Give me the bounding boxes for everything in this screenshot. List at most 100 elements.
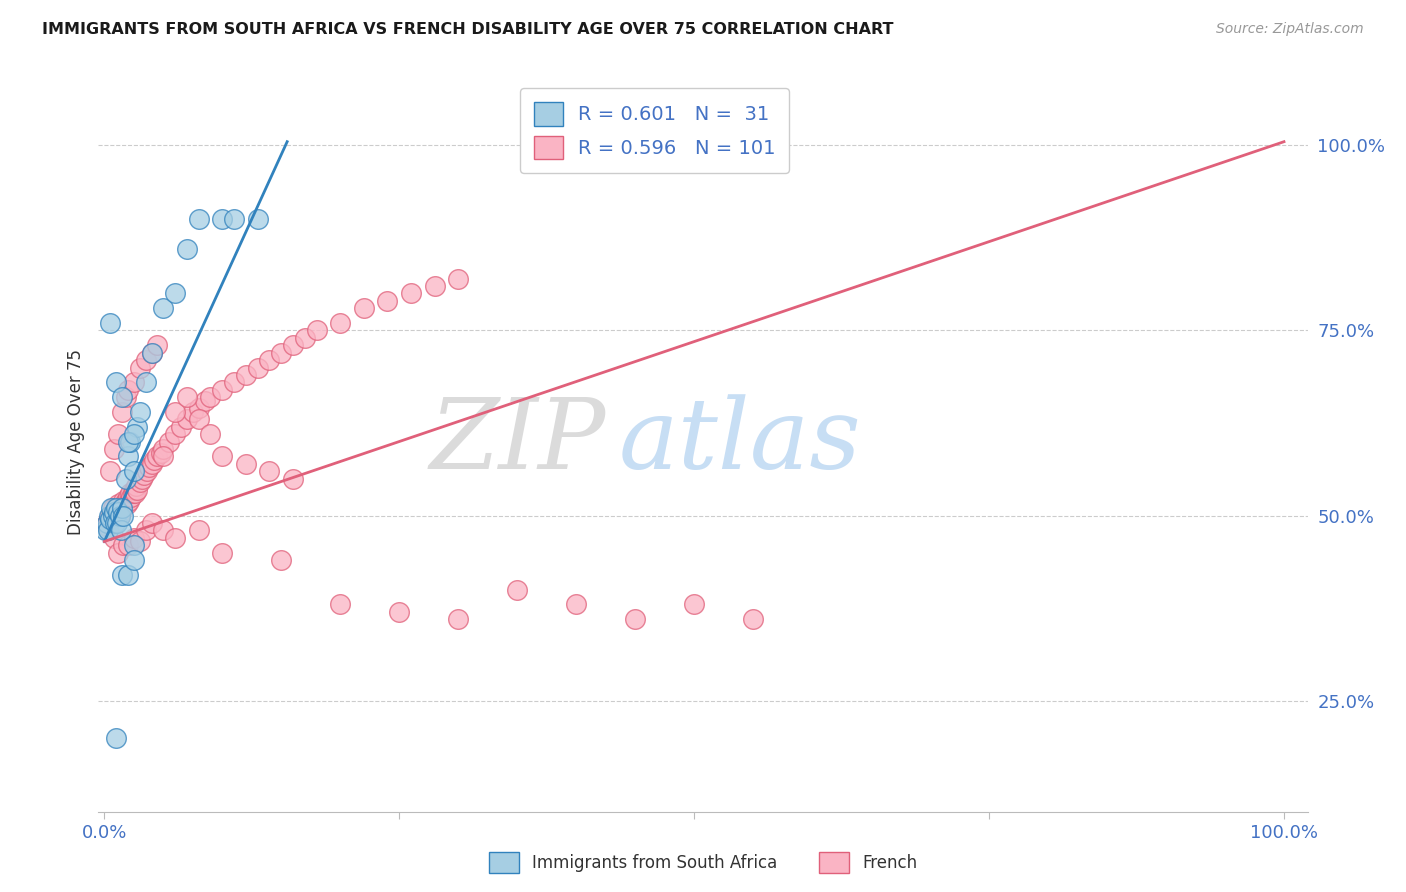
Point — [101, 508, 124, 523]
Point — [235, 457, 257, 471]
Legend: R = 0.601   N =  31, R = 0.596   N = 101: R = 0.601 N = 31, R = 0.596 N = 101 — [520, 88, 789, 173]
Point — [176, 390, 198, 404]
Point — [222, 376, 245, 390]
Point — [246, 360, 269, 375]
Point — [146, 338, 169, 352]
Point — [97, 519, 120, 533]
Point — [100, 508, 122, 523]
Point — [111, 405, 134, 419]
Point — [122, 553, 145, 567]
Point — [122, 464, 145, 478]
Point — [125, 479, 148, 493]
Point — [103, 505, 125, 519]
Point — [165, 531, 187, 545]
Point — [211, 450, 233, 464]
Point — [135, 376, 157, 390]
Point — [107, 505, 129, 519]
Point — [117, 434, 139, 449]
Point — [222, 212, 245, 227]
Point — [105, 516, 128, 530]
Point — [105, 501, 128, 516]
Point — [131, 471, 153, 485]
Point — [152, 442, 174, 456]
Point — [134, 467, 156, 482]
Point — [149, 445, 172, 459]
Text: IMMIGRANTS FROM SOUTH AFRICA VS FRENCH DISABILITY AGE OVER 75 CORRELATION CHART: IMMIGRANTS FROM SOUTH AFRICA VS FRENCH D… — [42, 22, 894, 37]
Point — [107, 498, 129, 512]
Point — [176, 412, 198, 426]
Point — [135, 464, 157, 478]
Point — [98, 464, 121, 478]
Point — [353, 301, 375, 316]
Point — [128, 534, 150, 549]
Point — [103, 531, 125, 545]
Point — [105, 505, 128, 519]
Point — [100, 501, 122, 516]
Point — [194, 393, 217, 408]
Point — [117, 383, 139, 397]
Point — [235, 368, 257, 382]
Point — [120, 490, 142, 504]
Point — [120, 434, 142, 449]
Point — [565, 598, 588, 612]
Point — [165, 405, 187, 419]
Point — [96, 516, 118, 530]
Point — [423, 279, 446, 293]
Point — [377, 293, 399, 308]
Point — [105, 501, 128, 516]
Text: ZIP: ZIP — [430, 394, 606, 489]
Point — [104, 508, 127, 523]
Point — [128, 475, 150, 490]
Point — [187, 412, 209, 426]
Point — [124, 486, 146, 500]
Point — [141, 457, 163, 471]
Point — [683, 598, 706, 612]
Point — [122, 376, 145, 390]
Point — [447, 271, 470, 285]
Point — [117, 450, 139, 464]
Point — [388, 605, 411, 619]
Point — [127, 419, 149, 434]
Text: atlas: atlas — [619, 394, 860, 489]
Point — [128, 360, 150, 375]
Point — [98, 512, 121, 526]
Point — [176, 242, 198, 256]
Point — [624, 612, 647, 626]
Point — [181, 405, 204, 419]
Point — [105, 376, 128, 390]
Point — [111, 390, 134, 404]
Point — [120, 486, 142, 500]
Point — [200, 390, 222, 404]
Point — [114, 471, 136, 485]
Y-axis label: Disability Age Over 75: Disability Age Over 75 — [66, 349, 84, 534]
Point — [122, 531, 145, 545]
Point — [107, 427, 129, 442]
Point — [165, 286, 187, 301]
Point — [117, 567, 139, 582]
Point — [141, 345, 163, 359]
Point — [259, 353, 281, 368]
Point — [447, 612, 470, 626]
Point — [127, 483, 149, 497]
Point — [104, 516, 127, 530]
Point — [211, 545, 233, 560]
Text: Source: ZipAtlas.com: Source: ZipAtlas.com — [1216, 22, 1364, 37]
Point — [187, 212, 209, 227]
Point — [96, 516, 118, 530]
Point — [112, 493, 135, 508]
Point — [187, 401, 209, 416]
Point — [200, 427, 222, 442]
Point — [135, 353, 157, 368]
Point — [103, 505, 125, 519]
Point — [108, 508, 131, 523]
Point — [211, 383, 233, 397]
Point — [152, 524, 174, 538]
Point — [110, 505, 132, 519]
Point — [107, 545, 129, 560]
Point — [506, 582, 529, 597]
Point — [294, 331, 316, 345]
Point — [112, 538, 135, 552]
Point — [121, 486, 143, 500]
Point — [112, 508, 135, 523]
Point — [270, 345, 292, 359]
